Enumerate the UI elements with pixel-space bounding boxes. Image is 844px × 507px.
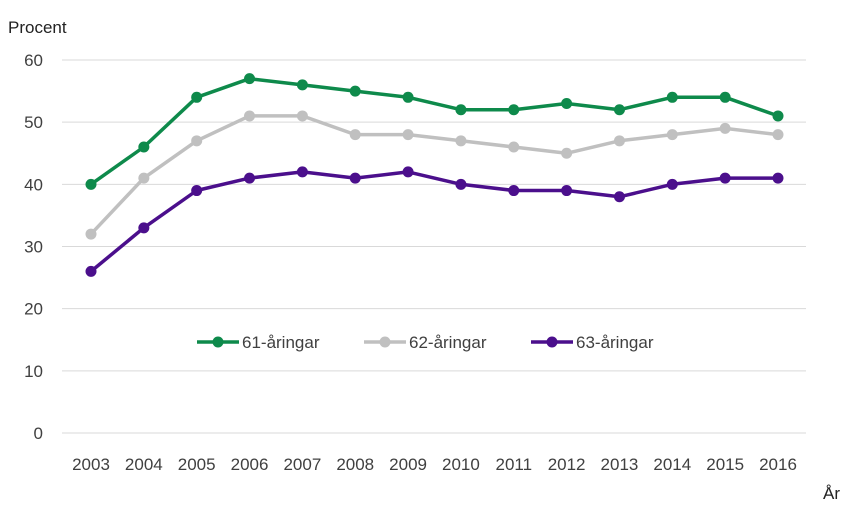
data-point: [719, 172, 731, 184]
data-point: [772, 110, 784, 122]
legend-label: 63-åringar: [576, 333, 654, 352]
data-point: [666, 178, 678, 190]
legend: 61-åringar 62-åringar 63-åringar: [197, 333, 654, 352]
legend-item: 61-åringar: [197, 333, 320, 352]
data-point: [508, 104, 520, 116]
data-point: [455, 135, 467, 147]
data-point: [244, 73, 256, 85]
data-point: [296, 79, 308, 91]
data-point: [508, 141, 520, 153]
data-point: [561, 98, 573, 110]
data-point: [244, 110, 256, 122]
series-line: [89, 114, 780, 236]
x-axis-title: År: [823, 484, 840, 503]
x-tick-label: 2005: [178, 455, 216, 474]
data-point: [402, 166, 414, 178]
legend-label: 62-åringar: [409, 333, 487, 352]
data-point: [455, 104, 467, 116]
data-point: [349, 85, 361, 97]
data-point: [613, 135, 625, 147]
y-tick-label: 30: [24, 238, 43, 257]
data-point: [296, 110, 308, 122]
data-point: [296, 166, 308, 178]
x-tick-label: 2003: [72, 455, 110, 474]
legend-item: 62-åringar: [364, 333, 487, 352]
gridlines: [62, 59, 806, 434]
x-tick-label: 2006: [231, 455, 269, 474]
data-point: [85, 265, 97, 277]
data-point: [85, 228, 97, 240]
legend-item: 63-åringar: [531, 333, 654, 352]
y-axis-title: Procent: [8, 18, 67, 37]
series-1: [85, 73, 784, 190]
y-tick-label: 0: [34, 424, 43, 443]
series-line: [89, 170, 780, 274]
x-tick-label: 2013: [601, 455, 639, 474]
data-point: [191, 91, 203, 103]
data-point: [138, 222, 150, 234]
data-point: [613, 104, 625, 116]
legend-marker: [212, 336, 224, 348]
data-point: [191, 135, 203, 147]
data-point: [613, 191, 625, 203]
series-3: [85, 166, 784, 277]
data-point: [772, 172, 784, 184]
x-tick-label: 2014: [653, 455, 691, 474]
data-point: [719, 122, 731, 134]
data-point: [508, 185, 520, 197]
x-tick-label: 2015: [706, 455, 744, 474]
data-point: [772, 129, 784, 141]
x-tick-label: 2010: [442, 455, 480, 474]
x-tick-label: 2016: [759, 455, 797, 474]
data-point: [719, 91, 731, 103]
legend-marker: [379, 336, 391, 348]
data-point: [666, 91, 678, 103]
series-line: [89, 76, 780, 187]
data-point: [561, 147, 573, 159]
data-point: [85, 178, 97, 190]
x-tick-label: 2011: [495, 455, 532, 474]
data-point: [244, 172, 256, 184]
series-lines: [85, 73, 784, 277]
x-tick-label: 2009: [389, 455, 427, 474]
y-tick-label: 10: [24, 362, 43, 381]
data-point: [191, 185, 203, 197]
y-tick-label: 40: [24, 175, 43, 194]
y-tick-label: 20: [24, 300, 43, 319]
x-tick-label: 2012: [548, 455, 586, 474]
y-tick-label: 60: [24, 51, 43, 70]
x-tick-labels: 2003 2004 2005 2006 2007 2008 2009 2010 2011 2012…: [72, 455, 797, 474]
data-point: [455, 178, 467, 190]
legend-label: 61-åringar: [242, 333, 320, 352]
data-point: [138, 141, 150, 153]
y-tick-label: 50: [24, 113, 43, 132]
x-tick-label: 2008: [336, 455, 374, 474]
data-point: [402, 129, 414, 141]
data-point: [349, 172, 361, 184]
data-point: [402, 91, 414, 103]
y-tick-labels: 0 10 20 30 40 50 60: [24, 51, 43, 443]
data-point: [561, 185, 573, 197]
x-tick-label: 2007: [283, 455, 321, 474]
data-point: [666, 129, 678, 141]
series-2: [85, 110, 784, 240]
legend-marker: [546, 336, 558, 348]
data-point: [349, 129, 361, 141]
x-tick-label: 2004: [125, 455, 163, 474]
data-point: [138, 172, 150, 184]
